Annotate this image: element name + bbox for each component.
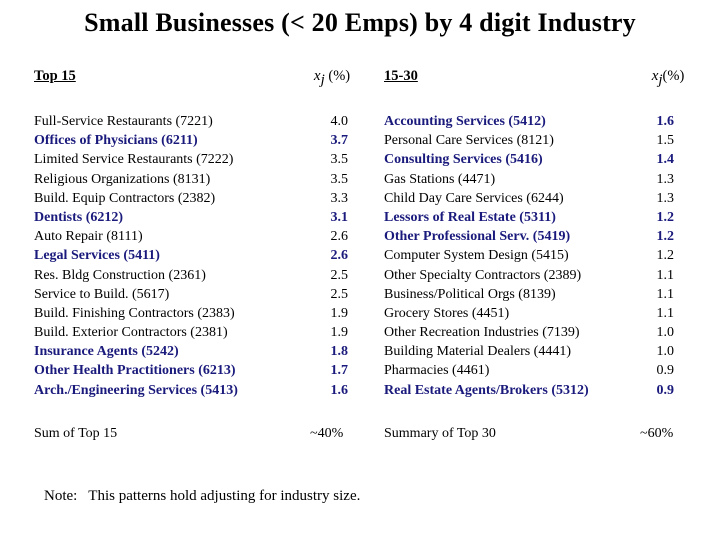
industry-name: Other Recreation Industries (7139): [384, 325, 580, 341]
top15-summary-label: Sum of Top 15: [34, 426, 118, 441]
industry-name: Gas Stations (4471): [384, 171, 496, 187]
left-xj-unit: (%): [328, 68, 351, 84]
industry-share: 1.0: [656, 325, 675, 341]
industry-name: Res. Bldg Construction (2361): [34, 267, 206, 283]
industry-name: Legal Services (5411): [34, 248, 160, 264]
industry-name: Arch./Engineering Services (5413): [34, 382, 238, 398]
industry-name: Consulting Services (5416): [384, 152, 543, 168]
industry-share: 2.6: [330, 229, 349, 245]
page-title: Small Businesses (< 20 Emps) by 4 digit …: [84, 8, 636, 37]
15-30-value-list: 1.6 1.5 1.4 1.3 1.3 1.2 1.2 1.2 1.1 1.1 1.1 1.0 1.0 0…: [622, 112, 675, 400]
industry-share: 1.6: [656, 114, 675, 129]
industry-share: 4.0: [330, 114, 349, 129]
industry-share: 1.6: [330, 382, 349, 398]
industry-share: 3.3: [330, 190, 349, 206]
industry-share: 1.1: [656, 267, 675, 283]
industry-share: 0.9: [656, 382, 675, 398]
industry-name: Building Material Dealers (4441): [384, 344, 572, 360]
top30-summary-value: ~60%: [640, 426, 674, 441]
industry-share: 3.7: [330, 133, 349, 149]
industry-share: 1.3: [656, 190, 675, 206]
right-xj-unit: (%): [662, 68, 685, 84]
industry-name: Business/Political Orgs (8139): [384, 286, 556, 302]
industry-share: 1.5: [656, 133, 675, 149]
industry-share: 1.9: [330, 325, 349, 341]
top15-summary-value: ~40%: [310, 426, 344, 441]
left-xj-header: xj (%): [300, 68, 364, 89]
industry-name: Dentists (6212): [34, 209, 124, 225]
right-xj-symbol: x: [651, 68, 659, 84]
industry-name: Lessors of Real Estate (5311): [384, 209, 556, 225]
industry-share: 1.3: [656, 171, 675, 187]
top15-header: Top 15: [34, 68, 76, 84]
industry-share: 1.2: [656, 248, 675, 264]
footnote: Note: This patterns hold adjusting for i…: [44, 488, 361, 504]
industry-share: 3.5: [330, 152, 349, 168]
industry-share: 1.8: [330, 344, 349, 360]
industry-name: Pharmacies (4461): [384, 363, 490, 379]
industry-name: Accounting Services (5412): [384, 114, 546, 129]
industry-name: Other Health Practitioners (6213): [34, 363, 236, 379]
industry-name: Computer System Design (5415): [384, 248, 569, 264]
industry-share: 2.5: [330, 267, 349, 283]
left-xj-subscript: j: [320, 71, 325, 88]
industry-name: Religious Organizations (8131): [34, 171, 211, 187]
top15-industry-list: Full-Service Restaurants (7221) Offices o…: [34, 112, 294, 400]
right-xj-subscript: j: [658, 71, 663, 88]
industry-name: Auto Repair (8111): [34, 229, 143, 245]
industry-name: Limited Service Restaurants (7222): [34, 152, 234, 168]
industry-name: Personal Care Services (8121): [384, 133, 554, 149]
industry-share: 1.1: [656, 286, 675, 302]
industry-name: Full-Service Restaurants (7221): [34, 114, 213, 129]
industry-share: 1.0: [656, 344, 675, 360]
industry-name: Offices of Physicians (6211): [34, 133, 198, 149]
industry-share: 0.9: [656, 363, 675, 379]
industry-name: Insurance Agents (5242): [34, 344, 179, 360]
industry-share: 1.9: [330, 305, 349, 321]
industry-share: 1.2: [656, 229, 675, 245]
left-xj-symbol: x: [313, 68, 321, 84]
industry-name: Grocery Stores (4451): [384, 305, 510, 321]
industry-share: 3.5: [330, 171, 349, 187]
industry-name: Other Specialty Contractors (2389): [384, 267, 582, 283]
industry-name: Real Estate Agents/Brokers (5312): [384, 382, 589, 398]
industry-name: Child Day Care Services (6244): [384, 190, 564, 206]
industry-name: Other Professional Serv. (5419): [384, 229, 571, 245]
industry-name: Service to Build. (5617): [34, 286, 170, 302]
top15-value-list: 4.0 3.7 3.5 3.5 3.3 3.1 2.6 2.6 2.5 2.5 1.9 1.9 1.8 1…: [300, 112, 349, 400]
industry-share: 1.4: [656, 152, 675, 168]
industry-share: 1.7: [330, 363, 349, 379]
15-30-industry-list: Accounting Services (5412) Personal Care …: [384, 112, 654, 400]
industry-share: 1.1: [656, 305, 675, 321]
industry-share: 2.6: [330, 248, 349, 264]
industry-share: 2.5: [330, 286, 349, 302]
industry-name: Build. Finishing Contractors (2383): [34, 305, 235, 321]
right-xj-header: xj(%): [636, 68, 700, 89]
15-30-header: 15-30: [384, 68, 418, 84]
top30-summary-label: Summary of Top 30: [384, 426, 496, 441]
industry-name: Build. Exterior Contractors (2381): [34, 325, 228, 341]
industry-share: 1.2: [656, 209, 675, 225]
industry-name: Build. Equip Contractors (2382): [34, 190, 216, 206]
industry-share: 3.1: [330, 209, 349, 225]
